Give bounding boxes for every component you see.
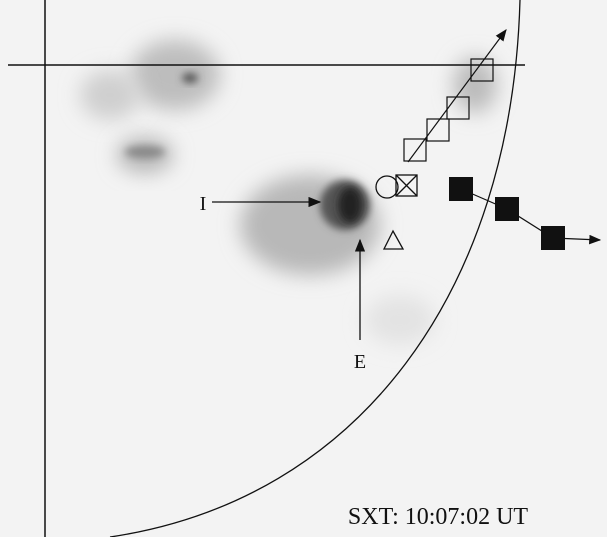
label-i: I — [200, 193, 207, 215]
emission-regions — [80, 40, 497, 345]
circle-marker — [375, 175, 399, 199]
filled-squares — [449, 177, 602, 250]
crossed-square — [395, 174, 418, 197]
open-squares — [403, 58, 494, 162]
solar-limb — [109, 0, 521, 537]
triangle-marker — [382, 229, 405, 250]
caption: SXT: 10:07:02 UT — [348, 504, 528, 530]
label-e: E — [354, 351, 366, 373]
trajectory-arrow — [407, 29, 507, 163]
